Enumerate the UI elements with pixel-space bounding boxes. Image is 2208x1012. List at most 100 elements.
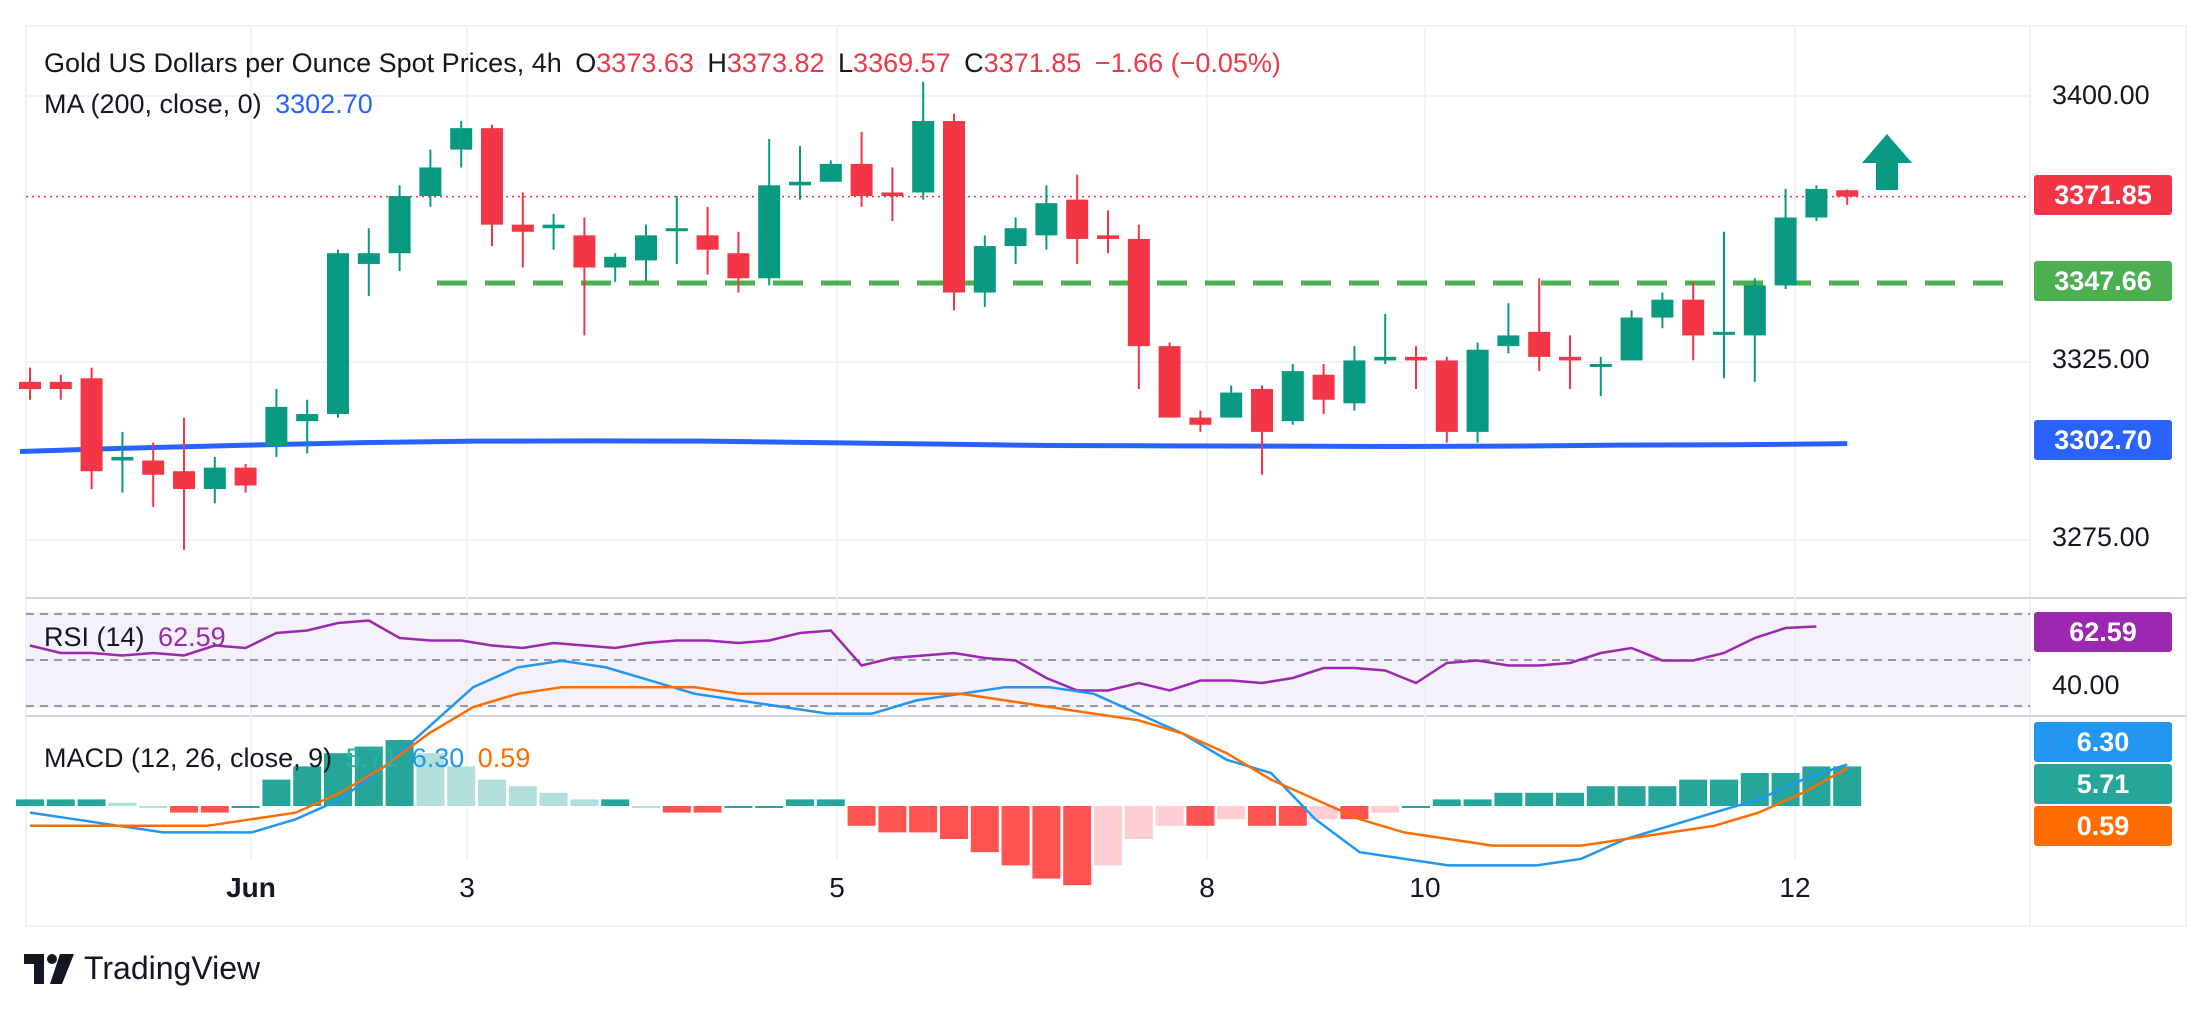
- candle-body: [1589, 364, 1612, 367]
- candle-body: [1281, 371, 1304, 422]
- candle-body: [49, 381, 72, 390]
- change-value: −1.66 (−0.05%): [1094, 48, 1281, 78]
- candle-body: [265, 406, 288, 447]
- low-label: L: [838, 48, 854, 78]
- macd-histogram-bar: [1278, 806, 1307, 826]
- candle-body: [1774, 217, 1797, 286]
- candlestick-layer: [19, 81, 1859, 550]
- macd-histogram-bar: [1032, 806, 1061, 879]
- macd-histogram-bar: [847, 806, 876, 826]
- candle-body: [1528, 331, 1551, 357]
- support-price-tag: 3347.66: [2034, 261, 2172, 301]
- macd-histogram-bar: [1402, 806, 1430, 808]
- ma-price-tag: 3302.70: [2034, 420, 2172, 460]
- candle-body: [912, 121, 935, 193]
- candle-body: [1435, 360, 1458, 432]
- macd-histogram-bar: [1525, 792, 1554, 806]
- high-label: H: [707, 48, 727, 78]
- rsi-line: [29, 619, 1817, 692]
- macd-histogram-bar: [940, 806, 968, 839]
- macd-pane: [16, 659, 1862, 886]
- candle-body: [1127, 238, 1150, 347]
- macd-value: 5.71: [345, 743, 399, 773]
- candle-body: [1189, 417, 1212, 425]
- candle-body: [111, 456, 134, 461]
- candle-body: [450, 128, 473, 150]
- candle-body: [1097, 235, 1119, 239]
- signal-line: [30, 685, 1848, 847]
- macd-histogram-bar: [1063, 806, 1092, 886]
- price-legend: Gold US Dollars per Ounce Spot Prices, 4…: [44, 48, 1287, 79]
- macd-histogram-bar: [200, 806, 229, 813]
- low-value: 3369.57: [853, 48, 951, 78]
- macd-histogram-bar: [1432, 799, 1461, 806]
- date-label: 5: [829, 872, 845, 903]
- signal-value: 6.30: [411, 743, 465, 773]
- candle-body: [1220, 392, 1243, 418]
- macd-histogram-bar: [1001, 806, 1030, 866]
- close-label: C: [964, 48, 984, 78]
- candle-body: [1158, 346, 1181, 418]
- macd-histogram-bar: [385, 740, 414, 806]
- candle-body: [419, 167, 442, 197]
- candle-body: [1805, 188, 1828, 218]
- ma-legend: MA (200, close, 0) 3302.70: [44, 89, 379, 120]
- candle-body: [819, 163, 842, 182]
- macd-histogram-bar: [816, 799, 845, 806]
- candle-body: [234, 467, 257, 486]
- macd-histogram-bar: [1371, 806, 1400, 813]
- macd-histogram-bar: [293, 766, 322, 806]
- candle-body: [850, 163, 873, 197]
- macd-histogram-bar: [1586, 786, 1615, 806]
- macd-histogram-bar: [1094, 806, 1122, 866]
- ma-value: 3302.70: [275, 89, 373, 119]
- macd-histogram-bar: [909, 806, 938, 833]
- macd-legend: MACD (12, 26, close, 9) 5.71 6.30 0.59: [44, 743, 536, 774]
- macd-histogram-bar: [1617, 786, 1646, 806]
- candle-body: [481, 128, 503, 225]
- candle-body: [1251, 389, 1273, 432]
- candle-body: [1682, 299, 1705, 336]
- macd-histogram-bar: [1217, 806, 1246, 820]
- date-label: 12: [1779, 872, 1811, 903]
- macd-histogram-bar: [508, 786, 537, 806]
- candle-body: [327, 253, 349, 415]
- candle-body: [19, 381, 41, 390]
- candle-body: [1004, 228, 1027, 247]
- ma-label: MA (200, close, 0): [44, 89, 262, 119]
- macd-histogram-bar: [786, 799, 814, 806]
- macd-histogram-bar: [1494, 792, 1523, 806]
- candle-body: [973, 246, 996, 293]
- tradingview-logo-icon: [24, 953, 74, 984]
- hist-value: 0.59: [477, 743, 531, 773]
- candle-body: [142, 460, 165, 475]
- macd-histogram-bar: [1463, 799, 1492, 806]
- candle-body: [1066, 199, 1089, 239]
- macd-histogram-bar: [1186, 806, 1215, 826]
- macd-line: [29, 659, 1848, 867]
- price-axis-label: 3400.00: [2052, 80, 2150, 110]
- macd-histogram-bar: [1340, 806, 1369, 820]
- macd-histogram-bar: [1309, 806, 1338, 820]
- date-label: 3: [459, 872, 475, 903]
- candle-body: [727, 253, 750, 279]
- date-label: 10: [1409, 872, 1441, 903]
- candle-body: [511, 224, 534, 232]
- candle-body: [943, 121, 965, 293]
- macd-histogram-bar: [108, 802, 137, 806]
- macd-histogram-bar: [416, 753, 445, 806]
- candle-body: [1035, 203, 1058, 236]
- candle-body: [604, 256, 627, 268]
- macd-histogram-bar: [724, 806, 753, 808]
- candle-body: [1497, 335, 1520, 347]
- high-value: 3373.82: [726, 48, 825, 78]
- candle-body: [1374, 356, 1397, 361]
- macd-histogram-bar: [539, 792, 568, 806]
- brand-logo[interactable]: TradingView: [24, 950, 260, 987]
- candle-body: [1713, 331, 1735, 335]
- up-arrow-icon: [1862, 134, 1912, 190]
- macd-histogram-bar: [231, 806, 260, 808]
- macd-price-tag: 6.30: [2034, 722, 2172, 762]
- candle-body: [758, 185, 781, 279]
